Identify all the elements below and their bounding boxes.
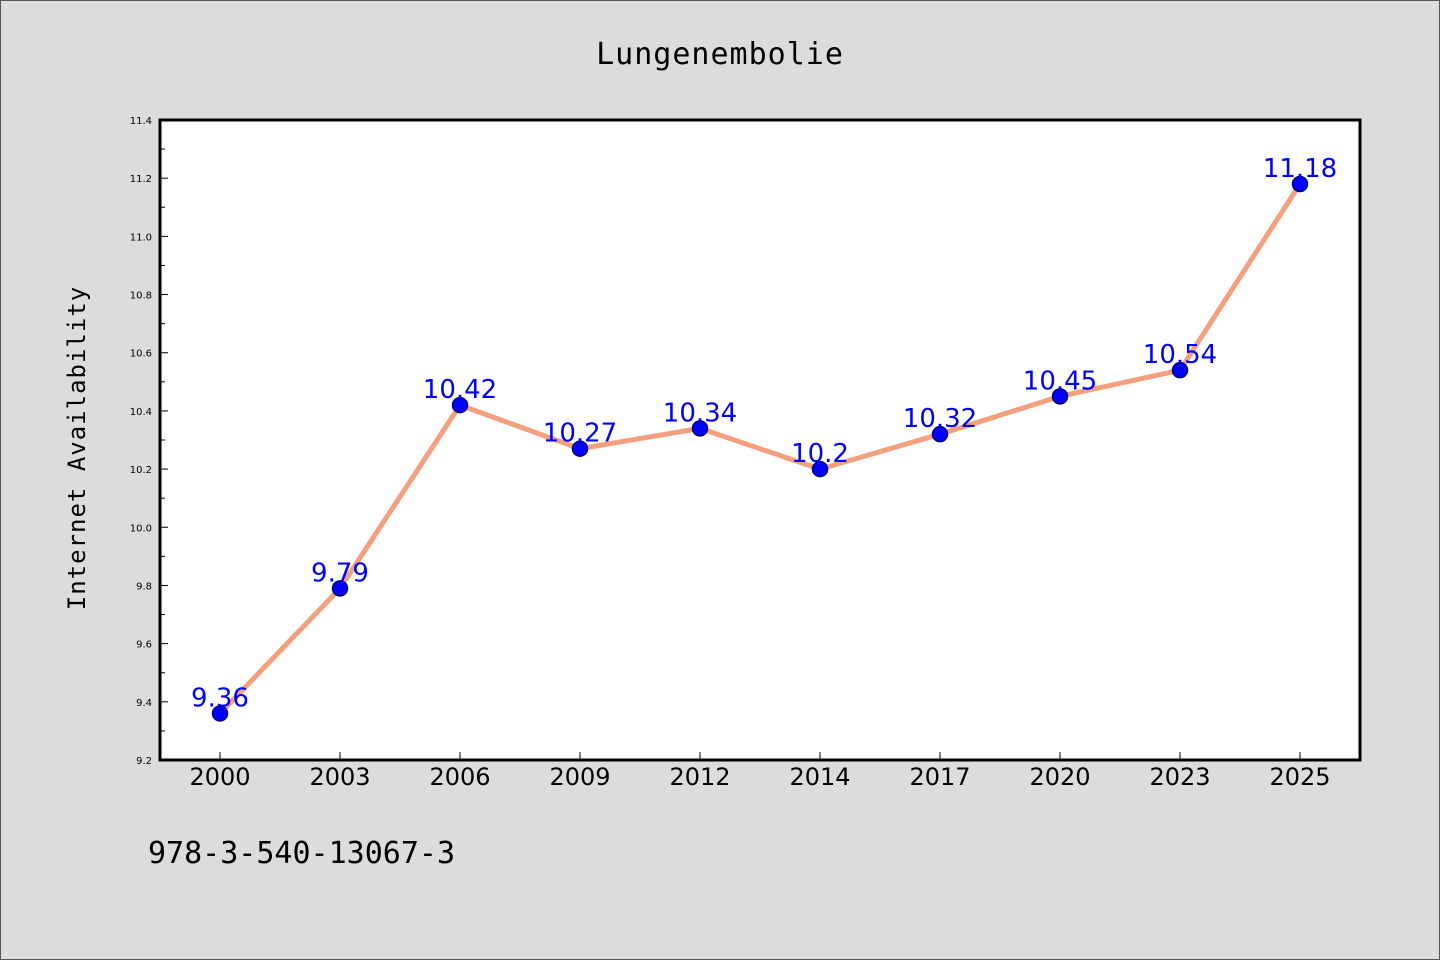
y-tick-label: 11.4 bbox=[130, 116, 152, 127]
data-label: 10.34 bbox=[663, 398, 737, 428]
y-axis-label: Internet Availability bbox=[63, 286, 91, 610]
data-label: 10.2 bbox=[791, 439, 849, 469]
data-label: 10.45 bbox=[1023, 366, 1097, 396]
data-label: 10.27 bbox=[543, 419, 617, 449]
x-tick-label: 2023 bbox=[1149, 763, 1210, 791]
y-tick-label: 10.4 bbox=[130, 407, 152, 418]
series-group: 9.36 9.79 10.42 10.27 10.34 10.2 10.32 10.45 10.… bbox=[191, 154, 1337, 722]
y-tick-label: 11.0 bbox=[130, 232, 152, 243]
data-point bbox=[211, 705, 229, 722]
data-label: 10.32 bbox=[903, 404, 977, 434]
y-tick-label: 10.8 bbox=[130, 291, 152, 302]
x-tick-label: 2003 bbox=[309, 763, 370, 791]
data-label: 11.18 bbox=[1263, 154, 1337, 184]
x-tick-label: 2017 bbox=[909, 763, 970, 791]
data-point bbox=[691, 420, 709, 437]
x-tick-label: 2014 bbox=[789, 763, 850, 791]
series-line bbox=[217, 181, 1303, 716]
y-tick-label: 9.2 bbox=[136, 756, 152, 767]
y-tick-label: 10.6 bbox=[130, 349, 152, 360]
y-tick-label: 11.2 bbox=[130, 174, 152, 185]
plot-frame bbox=[158, 118, 1362, 762]
plot-area bbox=[160, 120, 1360, 760]
x-tick-label: 2006 bbox=[429, 763, 490, 791]
chart-title: Lungenembolie bbox=[596, 37, 844, 72]
x-tick-label: 2012 bbox=[669, 763, 730, 791]
isbn-footer: 978-3-540-13067-3 bbox=[148, 836, 455, 871]
data-point bbox=[331, 580, 349, 597]
x-axis: 2000 2003 2006 2009 2012 2014 2017 2020 2023 2025 bbox=[189, 752, 1331, 791]
data-label: 10.54 bbox=[1143, 340, 1217, 370]
data-point bbox=[811, 460, 829, 478]
data-point bbox=[931, 425, 949, 443]
y-tick-label: 9.6 bbox=[136, 640, 152, 651]
x-tick-label: 2025 bbox=[1269, 763, 1330, 791]
data-label: 9.36 bbox=[191, 683, 249, 713]
y-tick-label: 9.4 bbox=[136, 698, 152, 709]
data-point bbox=[1291, 175, 1309, 193]
y-tick-label: 10.0 bbox=[130, 523, 152, 534]
x-tick-label: 2009 bbox=[549, 763, 610, 791]
data-point bbox=[571, 440, 589, 457]
x-tick-label: 2020 bbox=[1029, 763, 1090, 791]
data-label: 9.79 bbox=[311, 558, 369, 588]
data-point bbox=[451, 396, 469, 414]
y-axis: 9.2 9.4 9.6 9.8 10.0 10.2 10.4 10.6 10.8 11.0 11.2… bbox=[130, 116, 168, 767]
data-label: 10.42 bbox=[423, 375, 497, 405]
y-tick-label: 10.2 bbox=[130, 465, 152, 476]
data-point bbox=[1051, 388, 1069, 405]
y-tick-label: 9.8 bbox=[136, 581, 152, 592]
x-tick-label: 2000 bbox=[189, 763, 250, 791]
data-point bbox=[1171, 361, 1189, 379]
